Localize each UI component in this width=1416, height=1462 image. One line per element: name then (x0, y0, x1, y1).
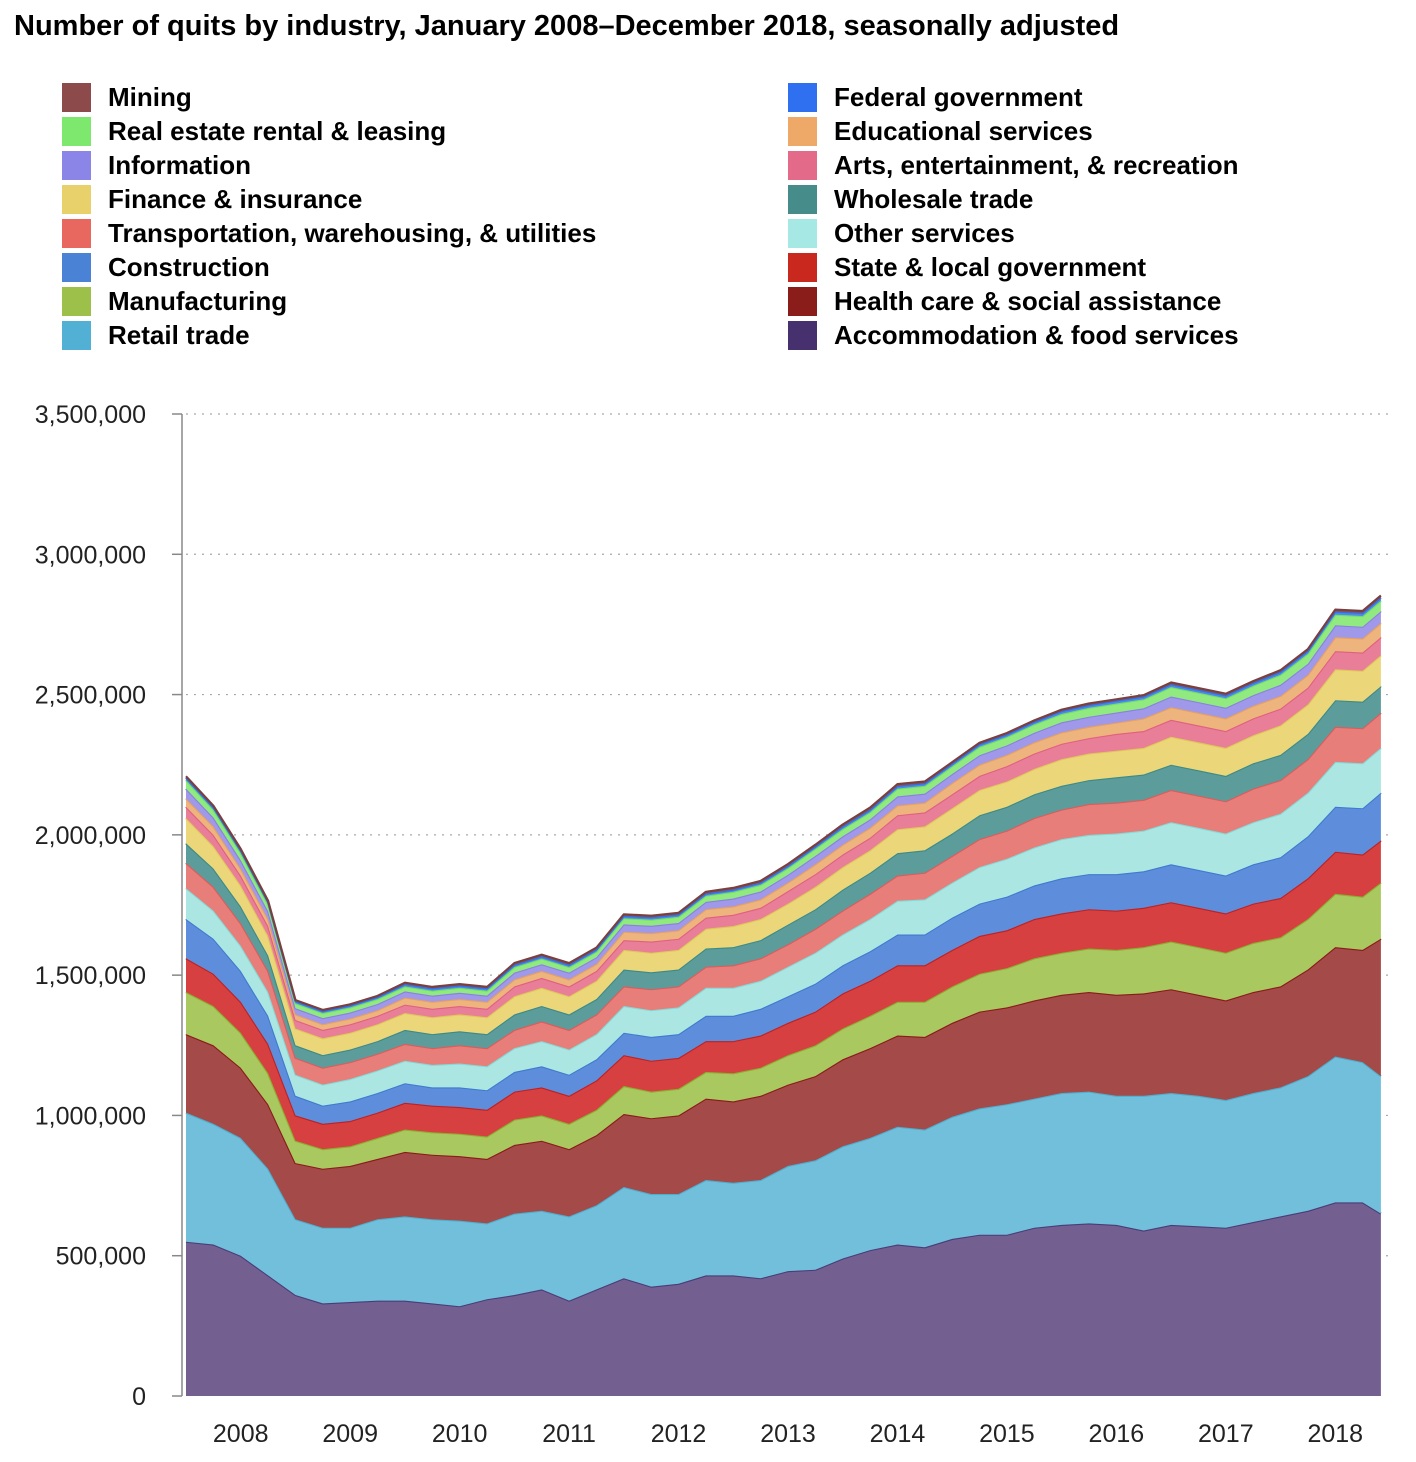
x-tick-label-2015: 2015 (979, 1420, 1035, 1448)
chart-title: Number of quits by industry, January 200… (14, 10, 1120, 42)
legend-item-other-services[interactable]: Other services (788, 216, 1239, 250)
legend-swatch-construction (62, 252, 91, 282)
x-tick-label-2009: 2009 (322, 1420, 378, 1448)
legend-swatch-federal (788, 82, 817, 112)
legend-label-federal: Federal government (834, 81, 1083, 112)
y-tick-label-0: 0 (132, 1383, 146, 1411)
legend-swatch-retail (62, 320, 91, 350)
legend-label-information: Information (108, 149, 251, 180)
legend-item-educational[interactable]: Educational services (788, 114, 1239, 148)
legend-item-health-care[interactable]: Health care & social assistance (788, 284, 1239, 318)
legend-left: Mining Real estate rental & leasing Info… (62, 80, 596, 352)
legend-label-health-care: Health care & social assistance (834, 285, 1222, 316)
area-health-care-and-social-assistance (186, 938, 1381, 1228)
legend-label-wholesale: Wholesale trade (834, 183, 1034, 214)
legend-label-accommodation: Accommodation & food services (834, 319, 1239, 350)
legend-label-arts: Arts, entertainment, & recreation (834, 149, 1239, 180)
legend-item-federal[interactable]: Federal government (788, 80, 1239, 114)
legend-item-arts[interactable]: Arts, entertainment, & recreation (788, 148, 1239, 182)
axes: 0 500,000 1,000,000 1,500,000 2,000,000 2,500… (35, 401, 1363, 1448)
legend-item-real-estate[interactable]: Real estate rental & leasing (62, 114, 596, 148)
x-tick-label-2017: 2017 (1198, 1420, 1254, 1448)
area-retail-trade (186, 1056, 1381, 1307)
legend-label-finance: Finance & insurance (108, 183, 363, 214)
legend-label-real-estate: Real estate rental & leasing (108, 115, 447, 146)
x-tick-label-2008: 2008 (213, 1420, 269, 1448)
legend-swatch-accommodation (788, 320, 817, 350)
x-tick-label-2018: 2018 (1307, 1420, 1363, 1448)
legend-item-retail[interactable]: Retail trade (62, 318, 596, 352)
legend-item-accommodation[interactable]: Accommodation & food services (788, 318, 1239, 352)
legend-item-construction[interactable]: Construction (62, 250, 596, 284)
area-manufacturing (186, 882, 1381, 1169)
x-tick-label-2013: 2013 (760, 1420, 816, 1448)
y-tick-label-1500000: 1,500,000 (35, 962, 146, 990)
legend-swatch-arts (788, 150, 817, 180)
y-tick-label-2000000: 2,000,000 (35, 822, 146, 850)
legend-label-educational: Educational services (834, 115, 1093, 146)
x-tick-label-2012: 2012 (651, 1420, 707, 1448)
legend-swatch-state-local (788, 252, 817, 282)
legend-label-construction: Construction (108, 251, 270, 282)
area-series (185, 594, 1382, 1396)
area-accommodation-and-food-services (186, 1202, 1381, 1396)
area-state-and-local-government (186, 840, 1381, 1150)
legend-swatch-real-estate (62, 116, 91, 146)
legend-item-transportation[interactable]: Transportation, warehousing, & utilities (62, 216, 596, 250)
legend-item-state-local[interactable]: State & local government (788, 250, 1239, 284)
legend-swatch-educational (788, 116, 817, 146)
area-other-services (186, 747, 1381, 1106)
legend-swatch-manufacturing (62, 286, 91, 316)
legend-swatch-mining (62, 82, 91, 112)
legend-label-state-local: State & local government (834, 251, 1147, 282)
legend-swatch-wholesale (788, 184, 817, 214)
legend-label-manufacturing: Manufacturing (108, 285, 288, 316)
legend-label-transportation: Transportation, warehousing, & utilities (108, 217, 597, 248)
legend-label-retail: Retail trade (108, 319, 250, 350)
legend-swatch-information (62, 150, 91, 180)
legend-swatch-transportation (62, 218, 91, 248)
legend-item-information[interactable]: Information (62, 148, 596, 182)
legend-item-wholesale[interactable]: Wholesale trade (788, 182, 1239, 216)
legend-swatch-finance (62, 184, 91, 214)
legend-item-manufacturing[interactable]: Manufacturing (62, 284, 596, 318)
y-tick-label-3500000: 3,500,000 (35, 401, 146, 429)
legend-item-mining[interactable]: Mining (62, 80, 596, 114)
y-tick-label-500000: 500,000 (56, 1243, 146, 1271)
legend-swatch-other-services (788, 218, 817, 248)
x-tick-label-2011: 2011 (542, 1420, 596, 1448)
area-edge-mining (185, 594, 1382, 1011)
y-tick-label-1000000: 1,000,000 (35, 1102, 146, 1130)
x-tick-label-2016: 2016 (1089, 1420, 1145, 1448)
legend-label-mining: Mining (108, 81, 192, 112)
x-tick-label-2014: 2014 (870, 1420, 926, 1448)
y-tick-label-2500000: 2,500,000 (35, 682, 146, 710)
legend-right: Federal government Educational services … (788, 80, 1239, 352)
legend-swatch-health-care (788, 286, 817, 316)
legend-item-finance[interactable]: Finance & insurance (62, 182, 596, 216)
y-tick-label-3000000: 3,000,000 (35, 541, 146, 569)
x-tick-label-2010: 2010 (432, 1420, 488, 1448)
legend-label-other-services: Other services (834, 217, 1015, 248)
